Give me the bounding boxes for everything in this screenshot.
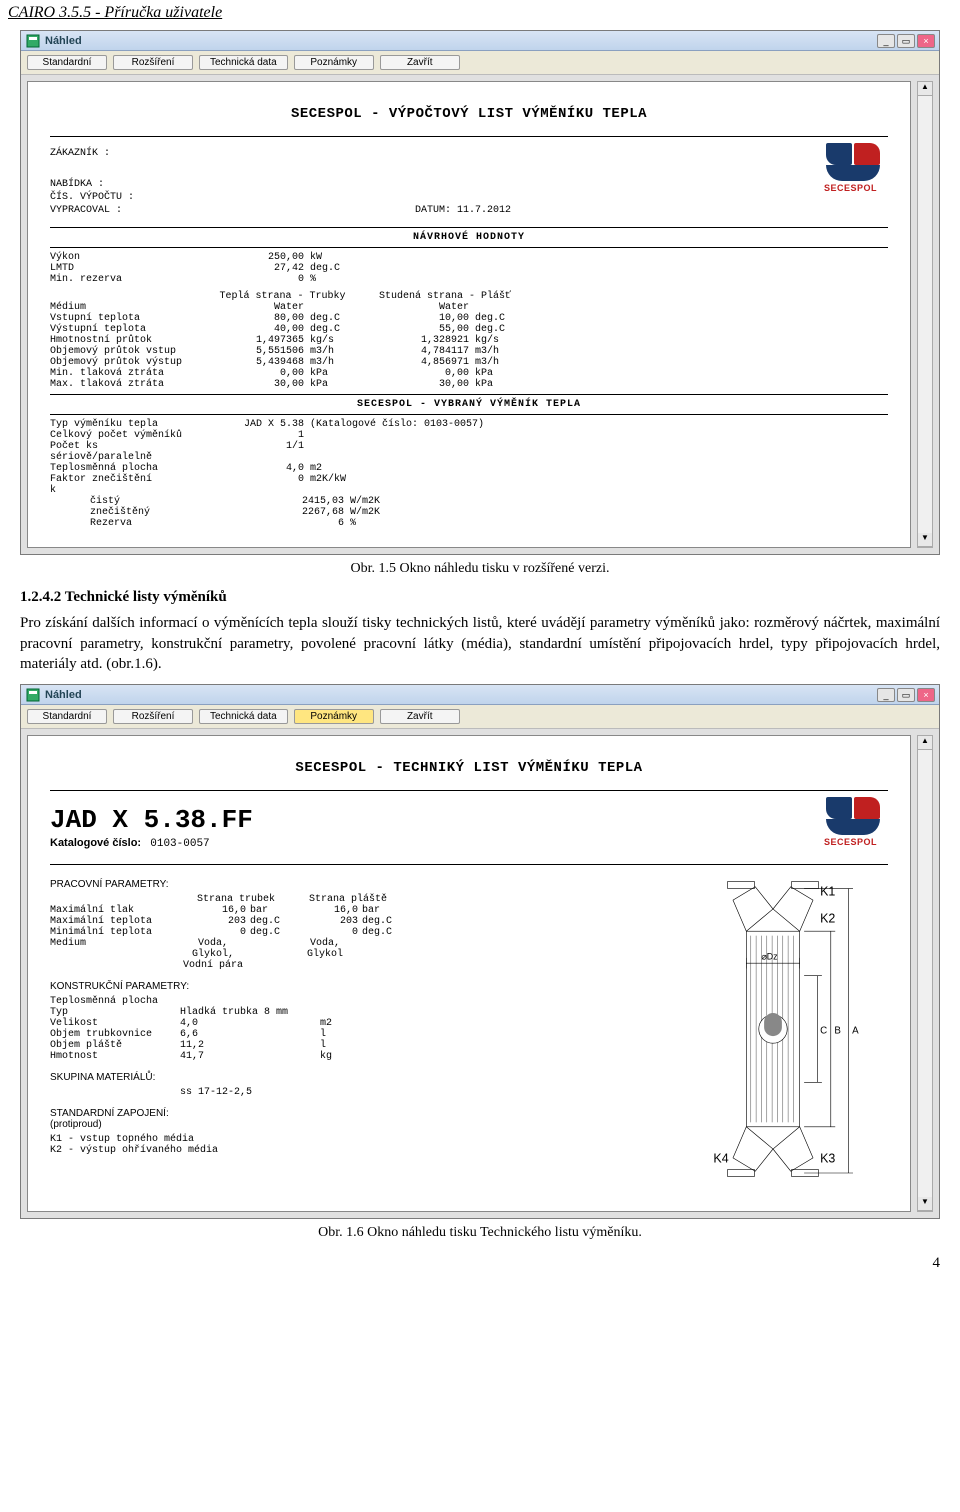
btn-techdata[interactable]: Technická data	[199, 709, 288, 724]
header-fields: ZÁKAZNÍK : NABÍDKA : ČÍS. VÝPOČTU : VYPR…	[50, 147, 511, 217]
toolbar: Standardní Rozšíření Technická data Pozn…	[21, 51, 939, 75]
page-number: 4	[0, 1251, 960, 1282]
titlebar: Náhled _ ▭ ×	[21, 685, 939, 705]
window-title: Náhled	[45, 35, 877, 47]
section-construction-params: KONSTRUKČNÍ PARAMETRY:	[50, 981, 658, 992]
exchanger-diagram: K1 K2 K3 K4 ⌀Dz A B C	[668, 869, 888, 1193]
value-medium-2: Voda, Glykol	[292, 938, 362, 960]
minimize-button[interactable]: _	[877, 688, 895, 702]
figure-caption-1: Obr. 1.5 Okno náhledu tisku v rozšířené …	[0, 561, 960, 577]
svg-text:B: B	[834, 1025, 841, 1036]
section-design-values: NÁVRHOVÉ HODNOTY	[50, 232, 888, 243]
doc-title: SECESPOL - VÝPOČTOVÝ LIST VÝMĚNÍKU TEPLA	[50, 106, 888, 122]
logo-text: SECESPOL	[824, 183, 877, 193]
preview-window-2: Náhled _ ▭ × Standardní Rozšíření Techni…	[20, 684, 940, 1219]
btn-standard[interactable]: Standardní	[27, 55, 107, 70]
label-calcno: ČÍS. VÝPOČTU :	[50, 191, 155, 204]
value-date: 11.7.2012	[457, 204, 511, 217]
scroll-up-icon[interactable]: ▲	[918, 736, 932, 750]
section-materials: SKUPINA MATERIÁLŮ:	[50, 1072, 658, 1083]
table-k-values: čistý2415,03W/m2Kznečištěný2267,68W/m2KR…	[50, 496, 888, 529]
figure-caption-2: Obr. 1.6 Okno náhledu tisku Technického …	[0, 1225, 960, 1241]
page-header: CAIRO 3.5.5 - Příručka uživatele	[0, 0, 960, 26]
vertical-scrollbar[interactable]: ▲ ▼	[917, 81, 933, 548]
value-material: ss 17-12-2,5	[180, 1087, 252, 1098]
table-exchanger: Typ výměníku teplaJAD X 5.38(Katalogové …	[50, 419, 888, 496]
btn-standard[interactable]: Standardní	[27, 709, 107, 724]
print-page: SECESPOL - VÝPOČTOVÝ LIST VÝMĚNÍKU TEPLA…	[27, 81, 911, 548]
value-catalog: 0103-0057	[150, 838, 209, 850]
svg-text:K3: K3	[820, 1151, 835, 1165]
app-icon	[25, 33, 41, 49]
btn-close[interactable]: Zavřít	[380, 709, 460, 724]
label-medium: Medium	[50, 938, 180, 949]
close-button[interactable]: ×	[917, 688, 935, 702]
btn-notes[interactable]: Poznámky	[294, 55, 374, 70]
table-design-values: Výkon250,00kWLMTD27,42deg.CMin. rezerva0…	[50, 252, 888, 285]
scroll-down-icon[interactable]: ▼	[918, 533, 932, 547]
svg-text:A: A	[852, 1025, 859, 1036]
svg-text:⌀Dz: ⌀Dz	[761, 952, 777, 962]
section-heading: 1.2.4.2 Technické listy výměníků	[20, 587, 940, 607]
svg-text:K4: K4	[713, 1151, 728, 1165]
btn-extended[interactable]: Rozšíření	[113, 709, 193, 724]
btn-notes[interactable]: Poznámky	[294, 709, 374, 724]
btn-extended[interactable]: Rozšíření	[113, 55, 193, 70]
print-page: SECESPOL - TECHNIKÝ LIST VÝMĚNÍKU TEPLA …	[27, 735, 911, 1212]
label-offer: NABÍDKA :	[50, 178, 155, 191]
col-shell-side: Strana pláště	[292, 894, 404, 905]
col-cold-side: Studená strana - Plášť	[365, 291, 525, 302]
svg-text:K1: K1	[820, 885, 835, 899]
titlebar: Náhled _ ▭ ×	[21, 31, 939, 51]
btn-techdata[interactable]: Technická data	[199, 55, 288, 70]
logo-text: SECESPOL	[824, 837, 877, 847]
col-tube-side: Strana trubek	[180, 894, 292, 905]
section-working-params: PRACOVNÍ PARAMETRY:	[50, 879, 658, 890]
table-working-params: Maximální tlak16,0bar16,0barMaximální te…	[50, 905, 658, 938]
doc-title: SECESPOL - TECHNIKÝ LIST VÝMĚNÍKU TEPLA	[50, 760, 888, 776]
connection-k2: K2 - výstup ohřívaného média	[50, 1145, 658, 1156]
btn-close[interactable]: Zavřít	[380, 55, 460, 70]
table-construction-params: Teplosměnná plochaTypHladká trubka 8 mmV…	[50, 996, 658, 1062]
maximize-button[interactable]: ▭	[897, 34, 915, 48]
section-selected-exchanger: SECESPOL - VYBRANÝ VÝMĚNÍK TEPLA	[50, 399, 888, 410]
label-date: DATUM:	[415, 204, 451, 217]
svg-text:C: C	[820, 1025, 827, 1036]
secespol-logo: SECESPOL	[818, 141, 888, 191]
exchanger-code: JAD X 5.38.FF	[50, 805, 253, 835]
close-button[interactable]: ×	[917, 34, 935, 48]
label-author: VYPRACOVAL :	[50, 204, 155, 217]
scroll-up-icon[interactable]: ▲	[918, 82, 932, 96]
connection-k1: K1 - vstup topného média	[50, 1134, 658, 1145]
label-catalog: Katalogové číslo:	[50, 837, 141, 849]
body-text: 1.2.4.2 Technické listy výměníků Pro zís…	[20, 587, 940, 674]
svg-text:K2: K2	[820, 911, 835, 925]
preview-window-1: Náhled _ ▭ × Standardní Rozšíření Techni…	[20, 30, 940, 555]
minimize-button[interactable]: _	[877, 34, 895, 48]
app-icon	[25, 687, 41, 703]
secespol-logo: SECESPOL	[818, 795, 888, 845]
section-paragraph: Pro získání dalších informací o výměnící…	[20, 613, 940, 674]
col-hot-side: Teplá strana - Trubky	[200, 291, 365, 302]
scroll-down-icon[interactable]: ▼	[918, 1197, 932, 1211]
label-customer: ZÁKAZNÍK :	[50, 147, 155, 160]
maximize-button[interactable]: ▭	[897, 688, 915, 702]
vertical-scrollbar[interactable]: ▲ ▼	[917, 735, 933, 1212]
section-connection: STANDARDNÍ ZAPOJENÍ: (protiproud)	[50, 1108, 658, 1130]
toolbar: Standardní Rozšíření Technická data Pozn…	[21, 705, 939, 729]
window-title: Náhled	[45, 689, 877, 701]
value-medium-1: Voda, Glykol, Vodní pára	[180, 938, 250, 971]
table-media: MédiumWaterWaterVstupní teplota80,00deg.…	[50, 302, 888, 390]
